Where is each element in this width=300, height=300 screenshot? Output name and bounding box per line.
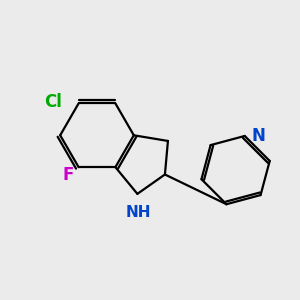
Text: F: F xyxy=(63,166,74,184)
Text: Cl: Cl xyxy=(44,93,62,111)
Text: N: N xyxy=(251,127,265,145)
Text: NH: NH xyxy=(126,205,152,220)
